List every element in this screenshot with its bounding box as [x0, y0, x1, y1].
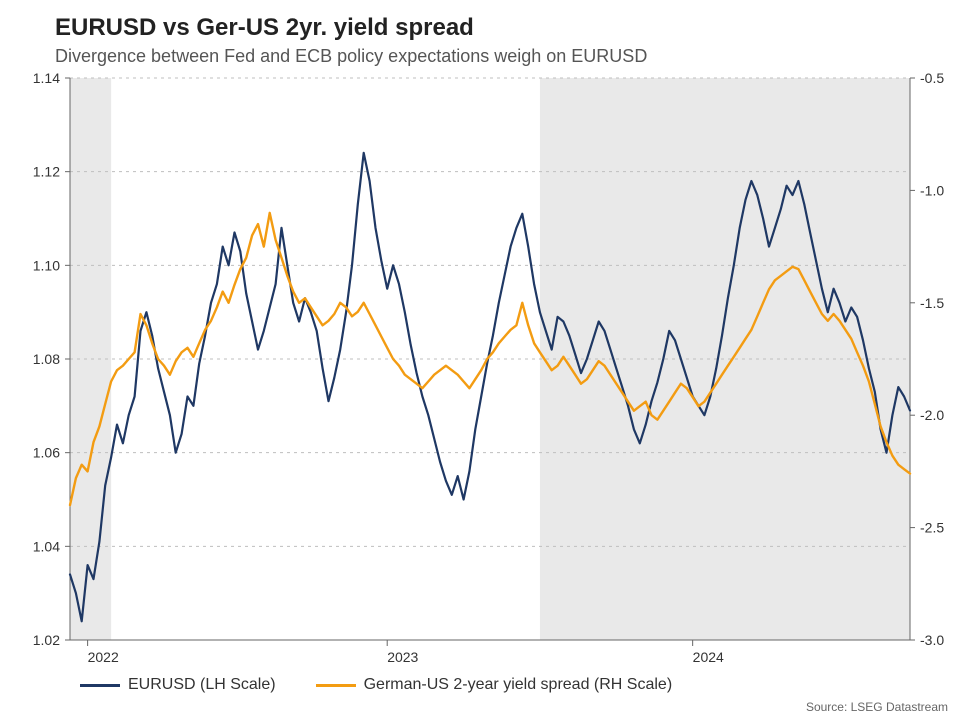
svg-text:-1.0: -1.0: [920, 182, 944, 198]
svg-text:1.06: 1.06: [33, 445, 60, 461]
legend-label: German-US 2-year yield spread (RH Scale): [364, 676, 673, 694]
svg-text:1.08: 1.08: [33, 351, 60, 367]
svg-text:1.14: 1.14: [33, 70, 60, 86]
legend-item: German-US 2-year yield spread (RH Scale): [316, 676, 673, 694]
legend-label: EURUSD (LH Scale): [128, 676, 276, 694]
chart-container: EURUSD vs Ger-US 2yr. yield spread Diver…: [0, 0, 960, 720]
legend: EURUSD (LH Scale) German-US 2-year yield …: [80, 676, 672, 694]
legend-item: EURUSD (LH Scale): [80, 676, 276, 694]
svg-text:-0.5: -0.5: [920, 70, 944, 86]
svg-text:1.02: 1.02: [33, 632, 60, 648]
svg-text:2024: 2024: [693, 649, 724, 665]
svg-text:2022: 2022: [88, 649, 119, 665]
svg-text:-2.0: -2.0: [920, 407, 944, 423]
svg-text:1.04: 1.04: [33, 538, 60, 554]
svg-text:1.10: 1.10: [33, 257, 60, 273]
svg-text:1.12: 1.12: [33, 164, 60, 180]
chart-plot: 1.02 1.04 1.06 1.08 1.10 1.12 1.14 -3.0 -2.5 -2.0…: [0, 0, 960, 720]
svg-text:-3.0: -3.0: [920, 632, 944, 648]
svg-text:-2.5: -2.5: [920, 520, 944, 536]
legend-swatch: [316, 684, 356, 687]
svg-text:2023: 2023: [387, 649, 418, 665]
source-attribution: Source: LSEG Datastream: [806, 700, 948, 714]
legend-swatch: [80, 684, 120, 687]
svg-text:-1.5: -1.5: [920, 295, 944, 311]
